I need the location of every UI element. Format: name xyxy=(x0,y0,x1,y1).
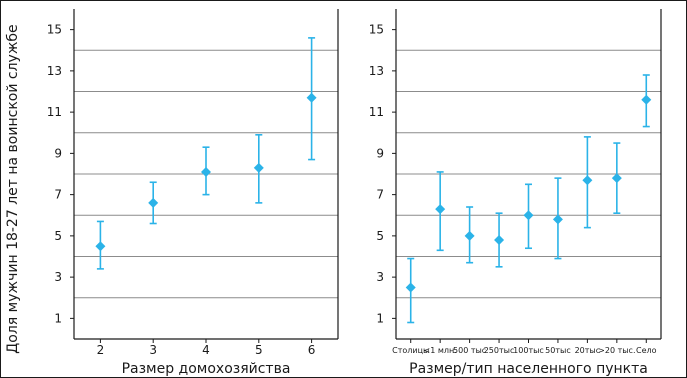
data-point xyxy=(148,197,159,208)
y-tick-label: 15 xyxy=(369,23,384,37)
y-tick-label: 11 xyxy=(369,105,384,119)
y-tick-label: 3 xyxy=(54,270,62,284)
x-tick-label: 250тыс xyxy=(484,346,515,355)
data-point xyxy=(253,162,264,173)
y-tick-label: 1 xyxy=(376,311,384,325)
y-tick-label: 5 xyxy=(376,229,384,243)
x-tick-label: 2 xyxy=(97,343,105,357)
data-point xyxy=(552,214,563,225)
x-tick-label: 500 тыс xyxy=(453,346,486,355)
data-point xyxy=(582,175,593,186)
x-axis-title: Размер/тип населенного пункта xyxy=(409,361,648,377)
y-axis-title: Доля мужчин 18-27 лет на воинской службе xyxy=(5,24,21,353)
y-tick-label: 7 xyxy=(54,188,62,202)
y-tick-label: 11 xyxy=(47,105,62,119)
x-tick-label: Столицы xyxy=(392,346,429,355)
y-tick-label: 9 xyxy=(54,146,62,160)
x-tick-label: 3 xyxy=(149,343,157,357)
data-point xyxy=(201,166,211,177)
x-tick-label: <1 млн. xyxy=(424,346,457,355)
y-tick-label: 7 xyxy=(376,188,384,202)
y-tick-label: 15 xyxy=(47,23,62,37)
y-tick-label: 5 xyxy=(54,229,62,243)
data-point xyxy=(494,235,505,245)
data-point xyxy=(435,204,446,215)
data-point xyxy=(95,241,106,252)
y-tick-label: 3 xyxy=(376,270,384,284)
x-tick-label: 20тыс xyxy=(575,346,601,355)
x-tick-label: 4 xyxy=(202,343,210,357)
x-tick-label: >20 тыс. xyxy=(598,346,635,355)
x-tick-label: 6 xyxy=(308,343,316,357)
x-tick-label: 5 xyxy=(255,343,263,357)
x-tick-label: Село xyxy=(636,346,657,355)
data-point xyxy=(306,92,317,103)
x-axis-title: Размер домохозяйства xyxy=(122,361,291,377)
data-point xyxy=(611,173,622,184)
x-tick-label: 100тыс xyxy=(513,346,544,355)
data-point xyxy=(523,210,534,221)
y-tick-label: 1 xyxy=(54,311,62,325)
data-point xyxy=(641,94,652,105)
data-point xyxy=(405,282,416,293)
data-point xyxy=(464,230,475,241)
y-tick-label: 13 xyxy=(369,64,384,78)
y-tick-label: 9 xyxy=(376,146,384,160)
y-tick-label: 13 xyxy=(47,64,62,78)
x-tick-label: 50тыс xyxy=(545,346,571,355)
